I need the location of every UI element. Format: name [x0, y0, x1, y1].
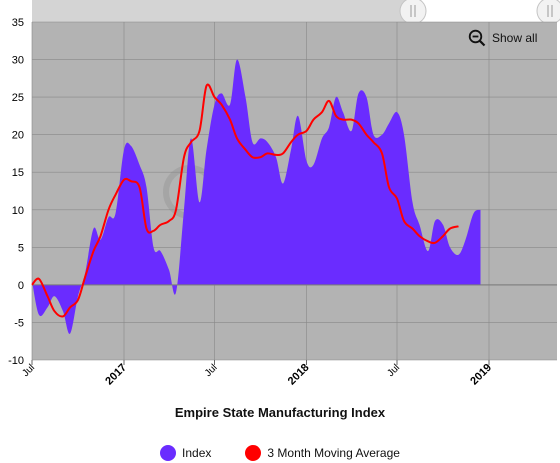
legend-item-moving-average[interactable]: 3 Month Moving Average [245, 445, 400, 461]
y-tick-label: -5 [14, 317, 24, 329]
legend-item-index[interactable]: Index [160, 445, 211, 461]
x-tick-label: 2018 [286, 362, 312, 388]
legend-swatch-moving-average [245, 445, 262, 461]
x-axis-title: Empire State Manufacturing Index [174, 405, 386, 420]
navigator-window[interactable] [412, 0, 557, 22]
y-tick-label: 35 [12, 17, 24, 29]
y-tick-label: -10 [8, 355, 24, 367]
y-tick-label: 15 [12, 167, 24, 179]
y-tick-label: 25 [12, 92, 24, 104]
moving-average-line [31, 83, 459, 318]
series-index [32, 59, 481, 334]
y-tick-label: 0 [18, 280, 24, 292]
x-tick-label: 2019 [468, 362, 494, 388]
y-tick-label: 30 [12, 55, 24, 67]
x-axis: Jul 2017 Jul 2018 Jul 2019 [20, 360, 494, 387]
series-moving-average [31, 83, 459, 318]
navigator-handle-right[interactable] [536, 0, 560, 25]
show-all-button[interactable]: Show all [468, 29, 537, 47]
legend-label-moving-average: 3 Month Moving Average [267, 446, 400, 460]
zoom-out-icon [468, 29, 486, 47]
y-tick-label: 5 [18, 242, 24, 254]
x-tick-label: 2017 [103, 362, 129, 388]
index-area [32, 59, 481, 334]
x-tick-label: Jul [203, 362, 220, 379]
x-tick-label: Jul [385, 362, 402, 379]
legend: Index 3 Month Moving Average [0, 443, 560, 463]
show-all-label: Show all [492, 31, 538, 45]
y-tick-label: 10 [12, 205, 24, 217]
y-tick-label: 20 [12, 130, 24, 142]
legend-label-index: Index [182, 446, 212, 460]
navigator-handle-left[interactable] [399, 0, 427, 25]
y-axis: -10 -5 0 5 10 15 20 25 30 35 [8, 17, 24, 367]
legend-swatch-index [160, 445, 177, 461]
